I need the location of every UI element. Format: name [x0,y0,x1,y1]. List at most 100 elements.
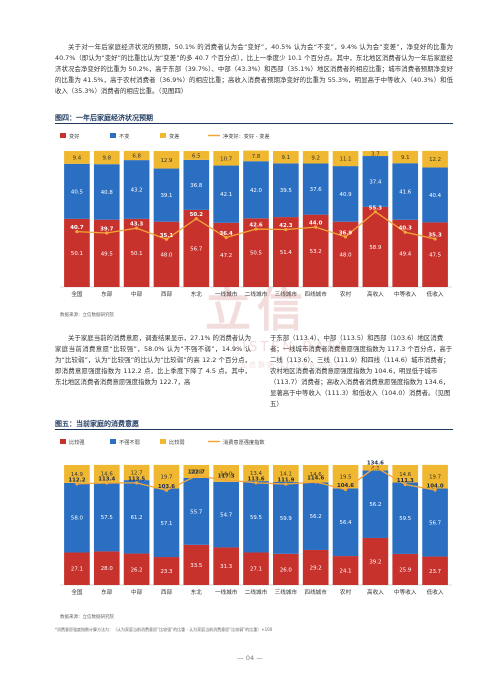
bar-label-1-11: 59.5 [399,516,411,522]
bar-0-9 [332,221,359,287]
bar-2-2 [123,150,150,161]
bar-2-4 [183,465,210,478]
x-tick-label-10: 高收入 [367,290,384,298]
bar-label-1-10: 37.4 [369,179,382,185]
bar-2-8 [302,151,329,164]
bar-label-1-12: 40.4 [429,193,442,199]
bar-2-0 [64,465,90,483]
line-point-10 [373,465,377,469]
line-point-3 [164,488,169,492]
x-tick-label-2: 中部 [131,290,143,298]
bar-1-12 [422,167,448,223]
bar-1-4 [183,477,210,545]
line-label-12: 35.3 [428,232,442,238]
line-label-11: 40.3 [399,226,413,232]
bar-label-1-9: 56.4 [340,520,353,526]
x-tick-label-9: 农村 [340,290,352,298]
bar-label-1-1: 57.5 [101,515,113,521]
bar-0-12 [422,556,448,585]
paragraph-expectation: 关于对一年后家庭经济状况的预期，50.1% 的消费者认为会“变好”，40.5% … [55,43,453,95]
bar-0-6 [243,552,269,585]
legend-label-2: 变差 [169,132,179,140]
bar-label-0-11: 25.9 [399,567,412,573]
x-tick-label-0: 全国 [71,290,83,298]
bar-1-5 [213,165,239,223]
line-point-1 [105,231,109,235]
bar-0-2 [123,218,150,287]
bar-label-2-2: 6.8 [132,153,141,159]
line-point-12 [433,488,437,492]
legend-swatch-0 [60,133,66,138]
legend-label-2: 比较弱 [169,438,185,446]
bar-label-1-3: 39.1 [160,193,172,199]
line-label-4: 50.2 [190,212,204,218]
bar-label-0-4: 56.7 [190,246,202,252]
legend-label-1: 不变 [119,132,129,140]
bar-0-12 [422,222,448,287]
bar-label-2-8: 14.6 [310,472,323,478]
bar-label-0-10: 58.9 [369,245,382,251]
bar-1-10 [362,156,389,207]
bar-label-2-10: 3.7 [371,152,380,158]
figure5-source: 数据来源：立信数据研究院 [60,615,114,620]
bar-label-0-2: 50.1 [131,251,143,257]
legend-swatch-2 [160,439,166,444]
x-tick-label-8: 四线城市 [304,588,327,596]
line-label-12: 104.0 [427,484,444,490]
bar-label-2-12: 12.2 [429,157,441,163]
bar-2-1 [93,150,120,165]
footnote: *消费意愿强度指数计算方法为：（认为家庭当前消费意愿“比较强”的比重 - 认为家… [55,627,273,632]
line-point-6 [254,481,258,485]
bar-0-10 [362,537,389,585]
x-tick-label-5: 一线城市 [215,588,238,596]
bar-label-2-9: 19.5 [340,475,352,481]
bar-1-2 [123,160,150,219]
line-point-3 [164,237,169,241]
bar-1-11 [392,163,419,220]
line-point-4 [194,217,198,221]
line-point-11 [403,482,407,487]
line-point-10 [373,210,377,214]
bar-2-3 [153,151,180,169]
x-tick-label-10: 高收入 [367,588,384,596]
bar-0-7 [273,553,299,585]
bar-1-0 [64,163,90,219]
bar-label-2-1: 9.8 [102,156,111,162]
bar-label-2-5: 10.7 [220,156,232,162]
line-point-12 [433,237,437,241]
bar-label-1-8: 37.6 [310,187,323,193]
bar-label-1-2: 43.2 [131,187,143,193]
bar-label-2-2: 12.7 [131,471,143,477]
bar-label-1-3: 57.1 [160,521,172,527]
x-tick-label-5: 一线城市 [215,290,238,298]
x-tick-label-0: 全国 [71,588,83,596]
bar-2-5 [213,465,239,482]
bar-2-11 [392,150,419,164]
bar-1-11 [392,482,419,554]
bar-2-3 [153,464,180,489]
line-point-2 [135,226,139,230]
bar-label-1-5: 54.7 [220,513,232,519]
bar-label-1-5: 42.1 [220,192,232,198]
bar-label-0-1: 28.0 [101,566,114,572]
bar-label-2-4: 10.8 [190,469,203,475]
x-tick-label-11: 中等收入 [394,588,417,596]
x-tick-label-1: 东部 [101,588,113,596]
bar-label-1-10: 56.2 [369,502,381,508]
bar-0-11 [392,553,419,585]
x-tick-label-7: 三线城市 [275,290,298,298]
figure5-title: 图五：当前家庭的消费意愿 [55,420,139,428]
bar-label-2-1: 14.6 [101,472,114,478]
line-label-5: 117.3 [218,474,235,480]
legend-label-3: 消费意愿强度指数 [223,438,265,446]
bar-2-7 [273,465,299,482]
bar-label-1-4: 55.7 [190,509,202,515]
x-tick-label-6: 二线城市 [245,290,268,298]
line-point-4 [194,474,198,478]
page-number: — 04 — [237,654,263,662]
x-tick-label-7: 三线城市 [275,588,298,596]
line-point-9 [343,487,348,492]
bar-2-8 [302,465,329,483]
line-label-6: 42.6 [249,223,263,229]
bar-label-0-5: 31.3 [220,564,232,570]
